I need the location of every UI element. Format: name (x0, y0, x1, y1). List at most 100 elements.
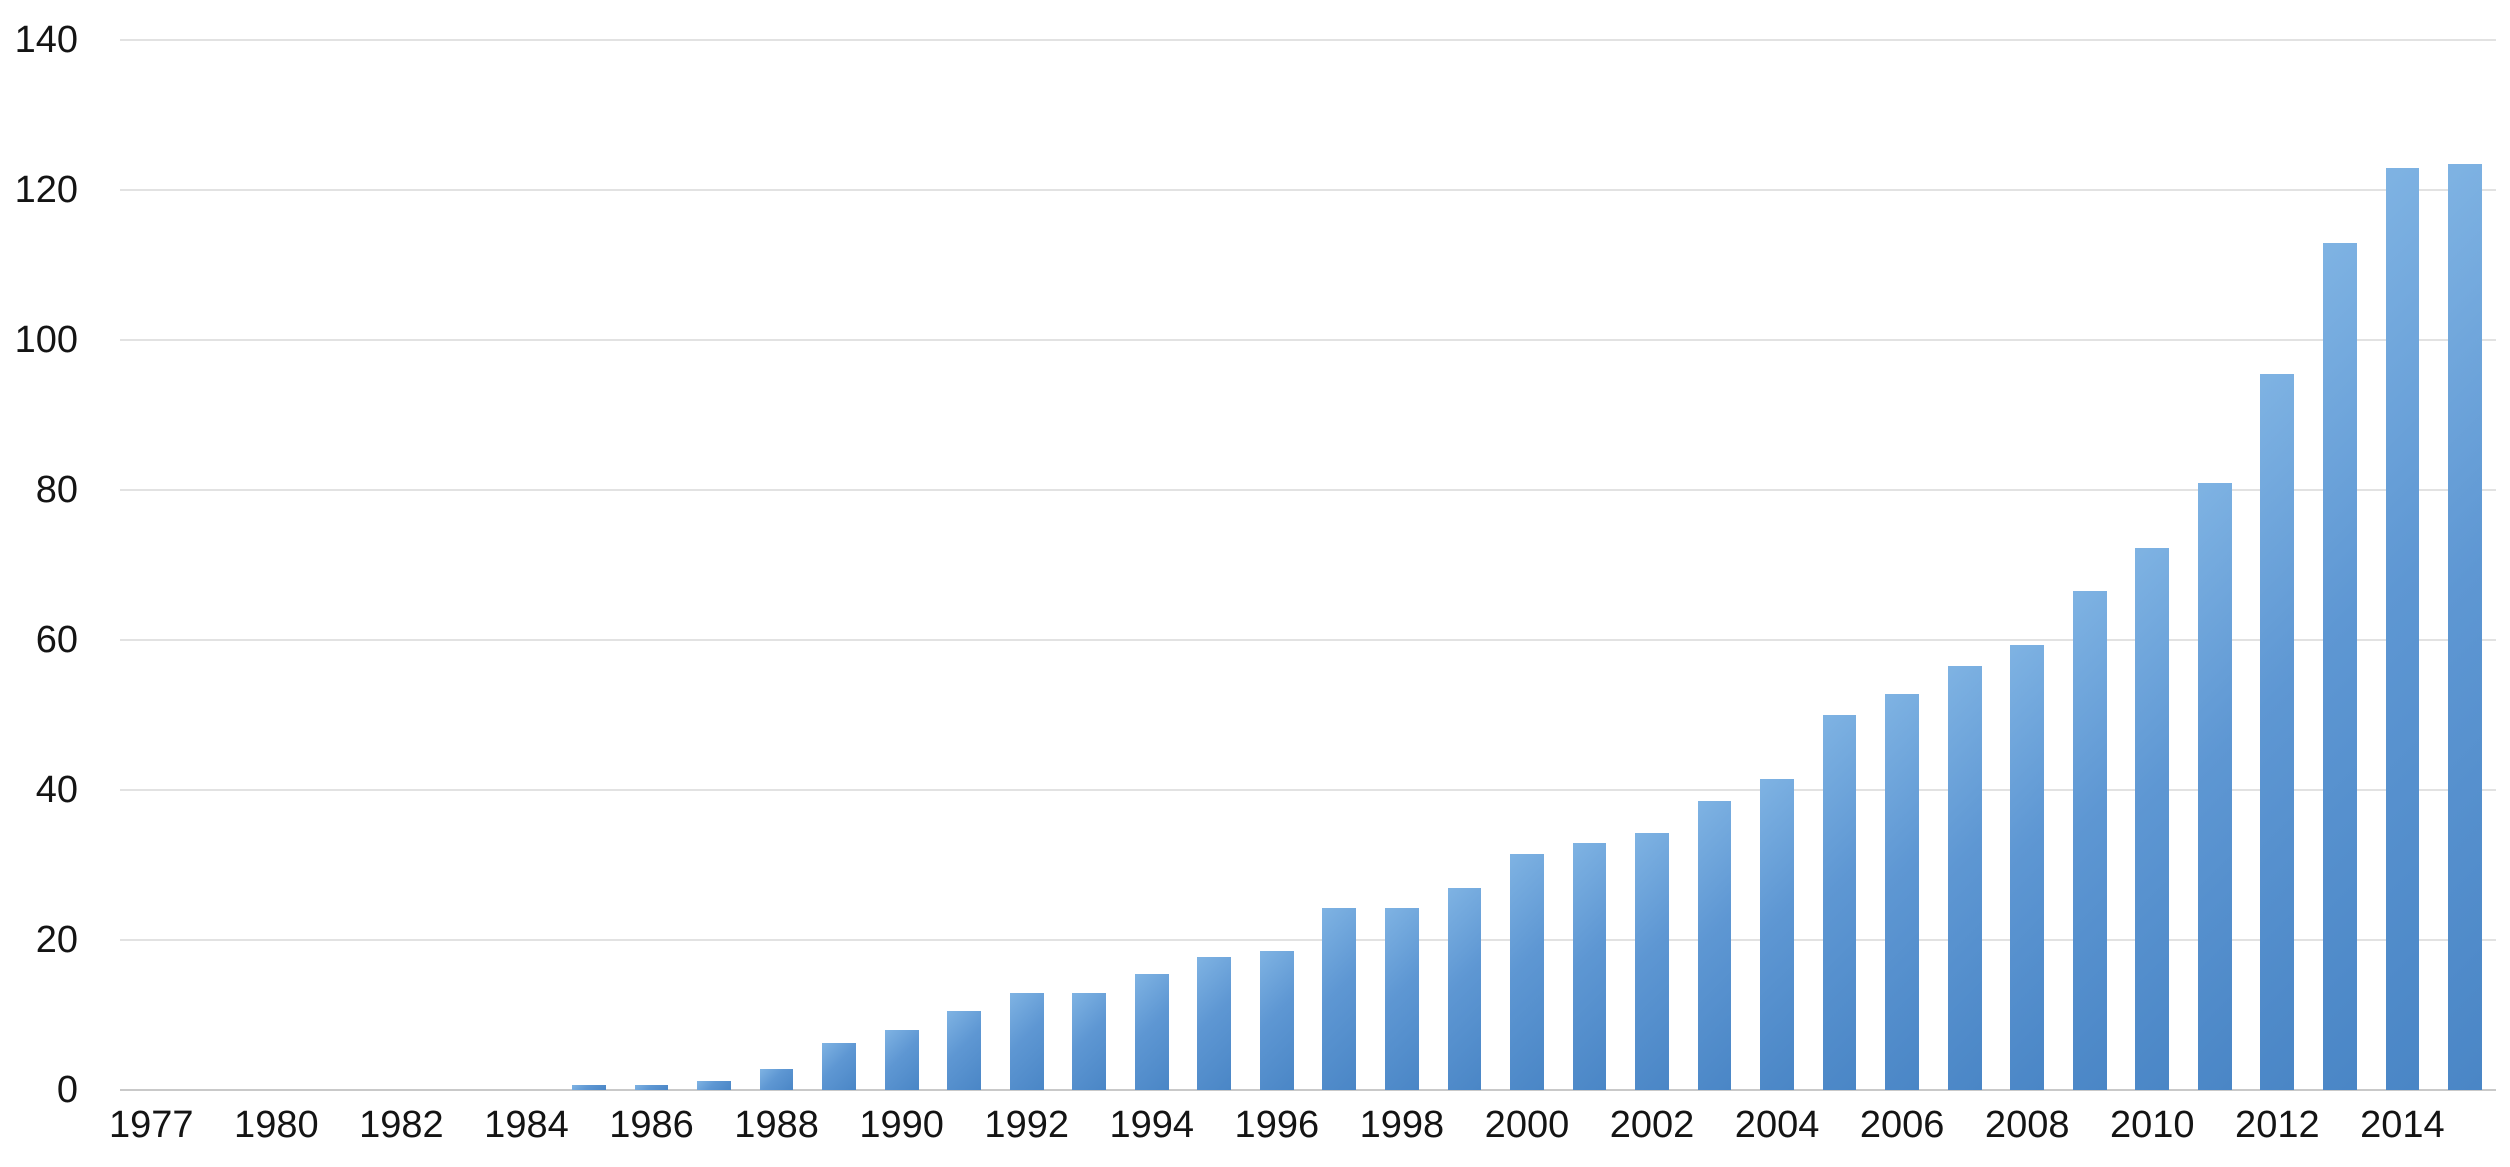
gridline (120, 39, 2496, 41)
x-slot: 2008 (1985, 1100, 2070, 1160)
x-slot: 1977 (109, 1100, 194, 1160)
x-tick-label: 2012 (2235, 1104, 2320, 1146)
bar-slot (745, 40, 808, 1090)
plot-area (120, 39, 2496, 1091)
bar-slot (558, 40, 621, 1090)
bar-slot (1746, 40, 1809, 1090)
y-tick-label: 100 (14, 319, 78, 361)
gridline (120, 789, 2496, 792)
bar-slot (1808, 40, 1871, 1090)
bar (947, 1011, 982, 1090)
bar-slot (2371, 40, 2434, 1090)
x-tick-label: 2006 (1859, 1104, 1945, 1146)
x-tick-label: 2002 (1609, 1104, 1695, 1146)
x-tick-label: 2000 (1484, 1104, 1570, 1146)
bar (1009, 992, 1044, 1090)
x-slot: 2014 (2360, 1100, 2445, 1160)
x-slot: 1994 (1109, 1100, 1194, 1160)
bar-slot (1308, 40, 1371, 1090)
gridline (120, 1089, 2496, 1091)
x-slot (2434, 1100, 2497, 1160)
bar (1760, 778, 1794, 1090)
bar-slot (495, 40, 558, 1090)
bar-slot (2434, 40, 2497, 1090)
x-tick-label: 1994 (1109, 1104, 1195, 1146)
bar (572, 1084, 606, 1090)
bar-slot (683, 40, 746, 1090)
bar-slot (1871, 40, 1934, 1090)
bar-slot (1621, 40, 1684, 1090)
x-slot: 1982 (359, 1100, 444, 1160)
bar (697, 1081, 731, 1090)
bar (2135, 547, 2170, 1090)
bar-slot (2184, 40, 2247, 1090)
bar (634, 1084, 669, 1090)
bar-slot (370, 40, 433, 1090)
bar-slot (2246, 40, 2309, 1090)
x-slot: 1996 (1235, 1100, 1320, 1160)
bar-slot (620, 40, 683, 1090)
bar (1322, 907, 1357, 1090)
gridline (120, 489, 2496, 492)
bar-slot (1121, 40, 1184, 1090)
bar (1885, 694, 1920, 1090)
x-slot: 2004 (1735, 1100, 1820, 1160)
y-tick-label: 20 (35, 919, 78, 961)
y-tick-label: 140 (14, 19, 78, 61)
x-slot: 2006 (1860, 1100, 1945, 1160)
x-slot: 2000 (1485, 1100, 1570, 1160)
y-tick-label: 40 (35, 769, 78, 811)
bar (2010, 645, 2045, 1090)
bar (1510, 853, 1544, 1090)
bar (2197, 482, 2232, 1090)
gridline (120, 339, 2496, 341)
bars (120, 40, 2496, 1090)
x-tick-label: 1982 (359, 1104, 444, 1146)
bar-slot (870, 40, 933, 1090)
x-tick-label: 1996 (1234, 1104, 1320, 1146)
x-tick-label: 1988 (734, 1104, 819, 1146)
x-slot: 1988 (734, 1100, 819, 1160)
bar (1822, 715, 1857, 1090)
bar-slot (1996, 40, 2059, 1090)
x-tick-label: 2010 (2109, 1104, 2195, 1146)
bar-slot (1433, 40, 1496, 1090)
bar-slot (1683, 40, 1746, 1090)
bar (1447, 887, 1482, 1090)
gridline (120, 189, 2496, 191)
x-slot: 1986 (609, 1100, 694, 1160)
bar (2448, 163, 2482, 1090)
bar-slot (808, 40, 871, 1090)
bar (1697, 801, 1732, 1090)
bar (2322, 242, 2357, 1090)
bar-slot (2309, 40, 2372, 1090)
bar (2072, 591, 2107, 1090)
x-tick-label: 2014 (2360, 1104, 2445, 1146)
y-tick-label: 120 (14, 169, 78, 211)
bar (759, 1069, 794, 1090)
x-tick-label: 2008 (1984, 1104, 2070, 1146)
bar-slot (2058, 40, 2121, 1090)
bar-slot (245, 40, 308, 1090)
x-slot: 1992 (984, 1100, 1069, 1160)
bar-slot (933, 40, 996, 1090)
x-slot: 1998 (1360, 1100, 1445, 1160)
x-slot: 1990 (859, 1100, 944, 1160)
bar-slot (1183, 40, 1246, 1090)
bar-slot (995, 40, 1058, 1090)
bar-slot (1246, 40, 1309, 1090)
x-tick-label: 1977 (108, 1104, 194, 1146)
bar (1134, 973, 1169, 1090)
bar-slot (1558, 40, 1621, 1090)
bar-slot (1058, 40, 1121, 1090)
gridlines (120, 39, 2496, 1091)
x-slot: 1984 (484, 1100, 569, 1160)
bar (1385, 907, 1419, 1090)
x-slot: 1980 (234, 1100, 319, 1160)
bar (1947, 666, 1982, 1090)
y-tick-label: 0 (56, 1069, 78, 1111)
bar (2260, 373, 2295, 1090)
x-slot: 2012 (2235, 1100, 2320, 1160)
bar (2385, 167, 2420, 1090)
